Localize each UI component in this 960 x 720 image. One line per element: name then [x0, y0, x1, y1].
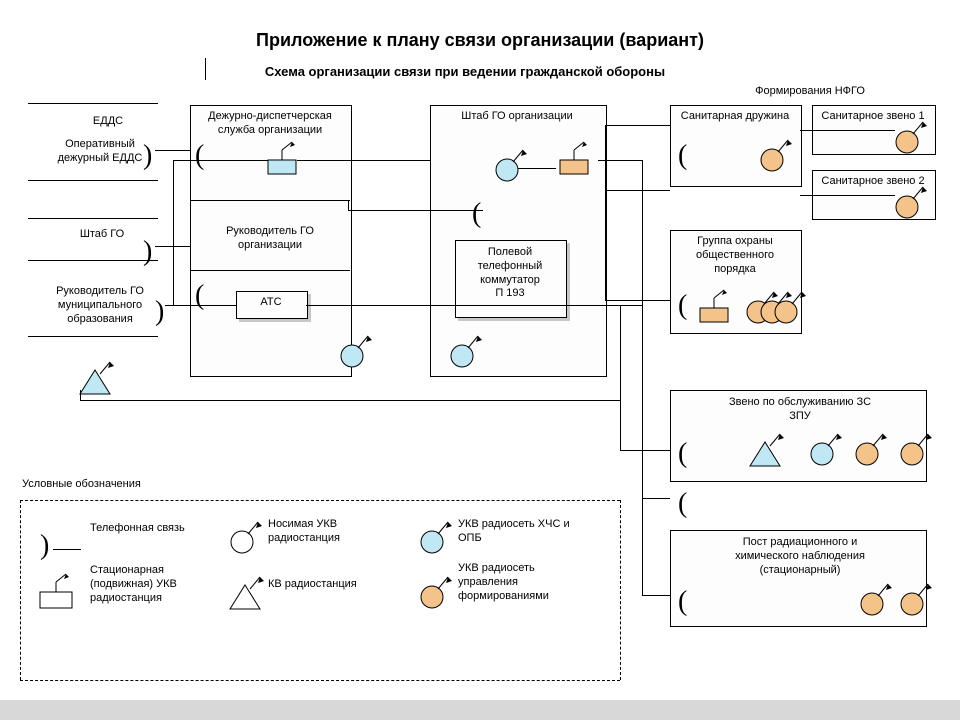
symbol-po_c3 [774, 300, 804, 335]
legend-sym-station [40, 582, 84, 617]
paren-post_l: ( [678, 588, 687, 616]
label-edds: ЕДДС [58, 115, 158, 129]
symbol-left_tri [80, 370, 114, 405]
label-commutator: Полевой телефонный коммутаторП 193 [460, 246, 560, 301]
symbol-san_zv1_circle [895, 130, 925, 165]
legend-label-phone: Телефонная связь [90, 522, 200, 536]
label-zs: Звено по обслуживанию ЗСЗПУ [690, 396, 910, 424]
symbol-ats_circle1 [340, 344, 370, 379]
paren-disp_l2: ( [195, 282, 204, 310]
symbol-po_rect [700, 300, 740, 333]
paren-ruk_r: ) [155, 298, 164, 326]
paren-go_l: ( [472, 200, 481, 228]
label-ruk_go_org: Руководитель ГО организации [208, 225, 332, 253]
symbol-disp_rect [268, 152, 308, 185]
legend-sym-phone: ) [40, 530, 81, 562]
symbol-go_circle [495, 158, 525, 193]
legend-label-form: УКВ радиосетьуправленияформированиями [458, 562, 588, 603]
label-oper_duty: Оперативный дежурный ЕДДС [40, 138, 160, 166]
symbol-post_c1 [860, 592, 890, 627]
paren-po_l: ( [678, 292, 687, 320]
legend-label-kv: КВ радиостанция [268, 578, 388, 592]
symbol-san_zv2_circle [895, 195, 925, 230]
diagram-stage: Приложение к плану связи организации (ва… [0, 0, 960, 720]
legend-sym-form [420, 585, 450, 620]
symbol-zs_c3 [900, 442, 930, 477]
legend-sym-kv [230, 585, 264, 620]
symbol-go_rect [560, 152, 600, 185]
label-ats: АТС [238, 296, 304, 310]
legend-label-portable: Носимая УКВ радиостанция [268, 518, 388, 546]
paren-edds_r: ) [143, 142, 152, 170]
symbol-san_dr_circle [760, 148, 790, 183]
paren-shtab_r: ) [143, 238, 152, 266]
symbol-zs_c2 [855, 442, 885, 477]
subtitle: Схема организации связи при ведении граж… [205, 64, 725, 79]
symbol-post_c2 [900, 592, 930, 627]
symbol-ats_circle2 [450, 344, 480, 379]
label-public_order: Группа охраны общественного порядка [676, 235, 794, 276]
legend-heading: Условные обозначения [22, 478, 222, 492]
label-ruk_mun: Руководитель ГО муниципального образован… [30, 285, 170, 326]
symbol-zs_c1 [810, 442, 840, 477]
label-go_hq: Штаб ГО организации [442, 110, 592, 124]
legend-label-khs: УКВ радиосеть ХЧС и ОПБ [458, 518, 588, 546]
formations-heading: Формирования НФГО [680, 85, 940, 99]
label-post-rad: Пост радиационного ихимического наблюден… [690, 536, 910, 577]
label-san_zv1: Санитарное звено 1 [818, 110, 928, 124]
label-dispatcher: Дежурно-диспетчерская служба организации [198, 110, 342, 138]
symbol-zs_tri [750, 442, 784, 477]
paren-zs_l: ( [678, 440, 687, 468]
paren-disp_l: ( [195, 142, 204, 170]
legend-sym-portable [230, 530, 260, 565]
label-shtab_go: Штаб ГО [52, 228, 152, 242]
main-title: Приложение к плану связи организации (ва… [160, 30, 800, 51]
paren-san_l: ( [678, 142, 687, 170]
label-san_dr: Санитарная дружина [676, 110, 794, 124]
paren-zs_l2: ( [678, 490, 687, 518]
legend-label-station: Стационарная(подвижная) УКВрадиостанция [90, 564, 220, 605]
label-san_zv2: Санитарное звено 2 [818, 175, 928, 189]
legend-sym-khs [420, 530, 450, 565]
